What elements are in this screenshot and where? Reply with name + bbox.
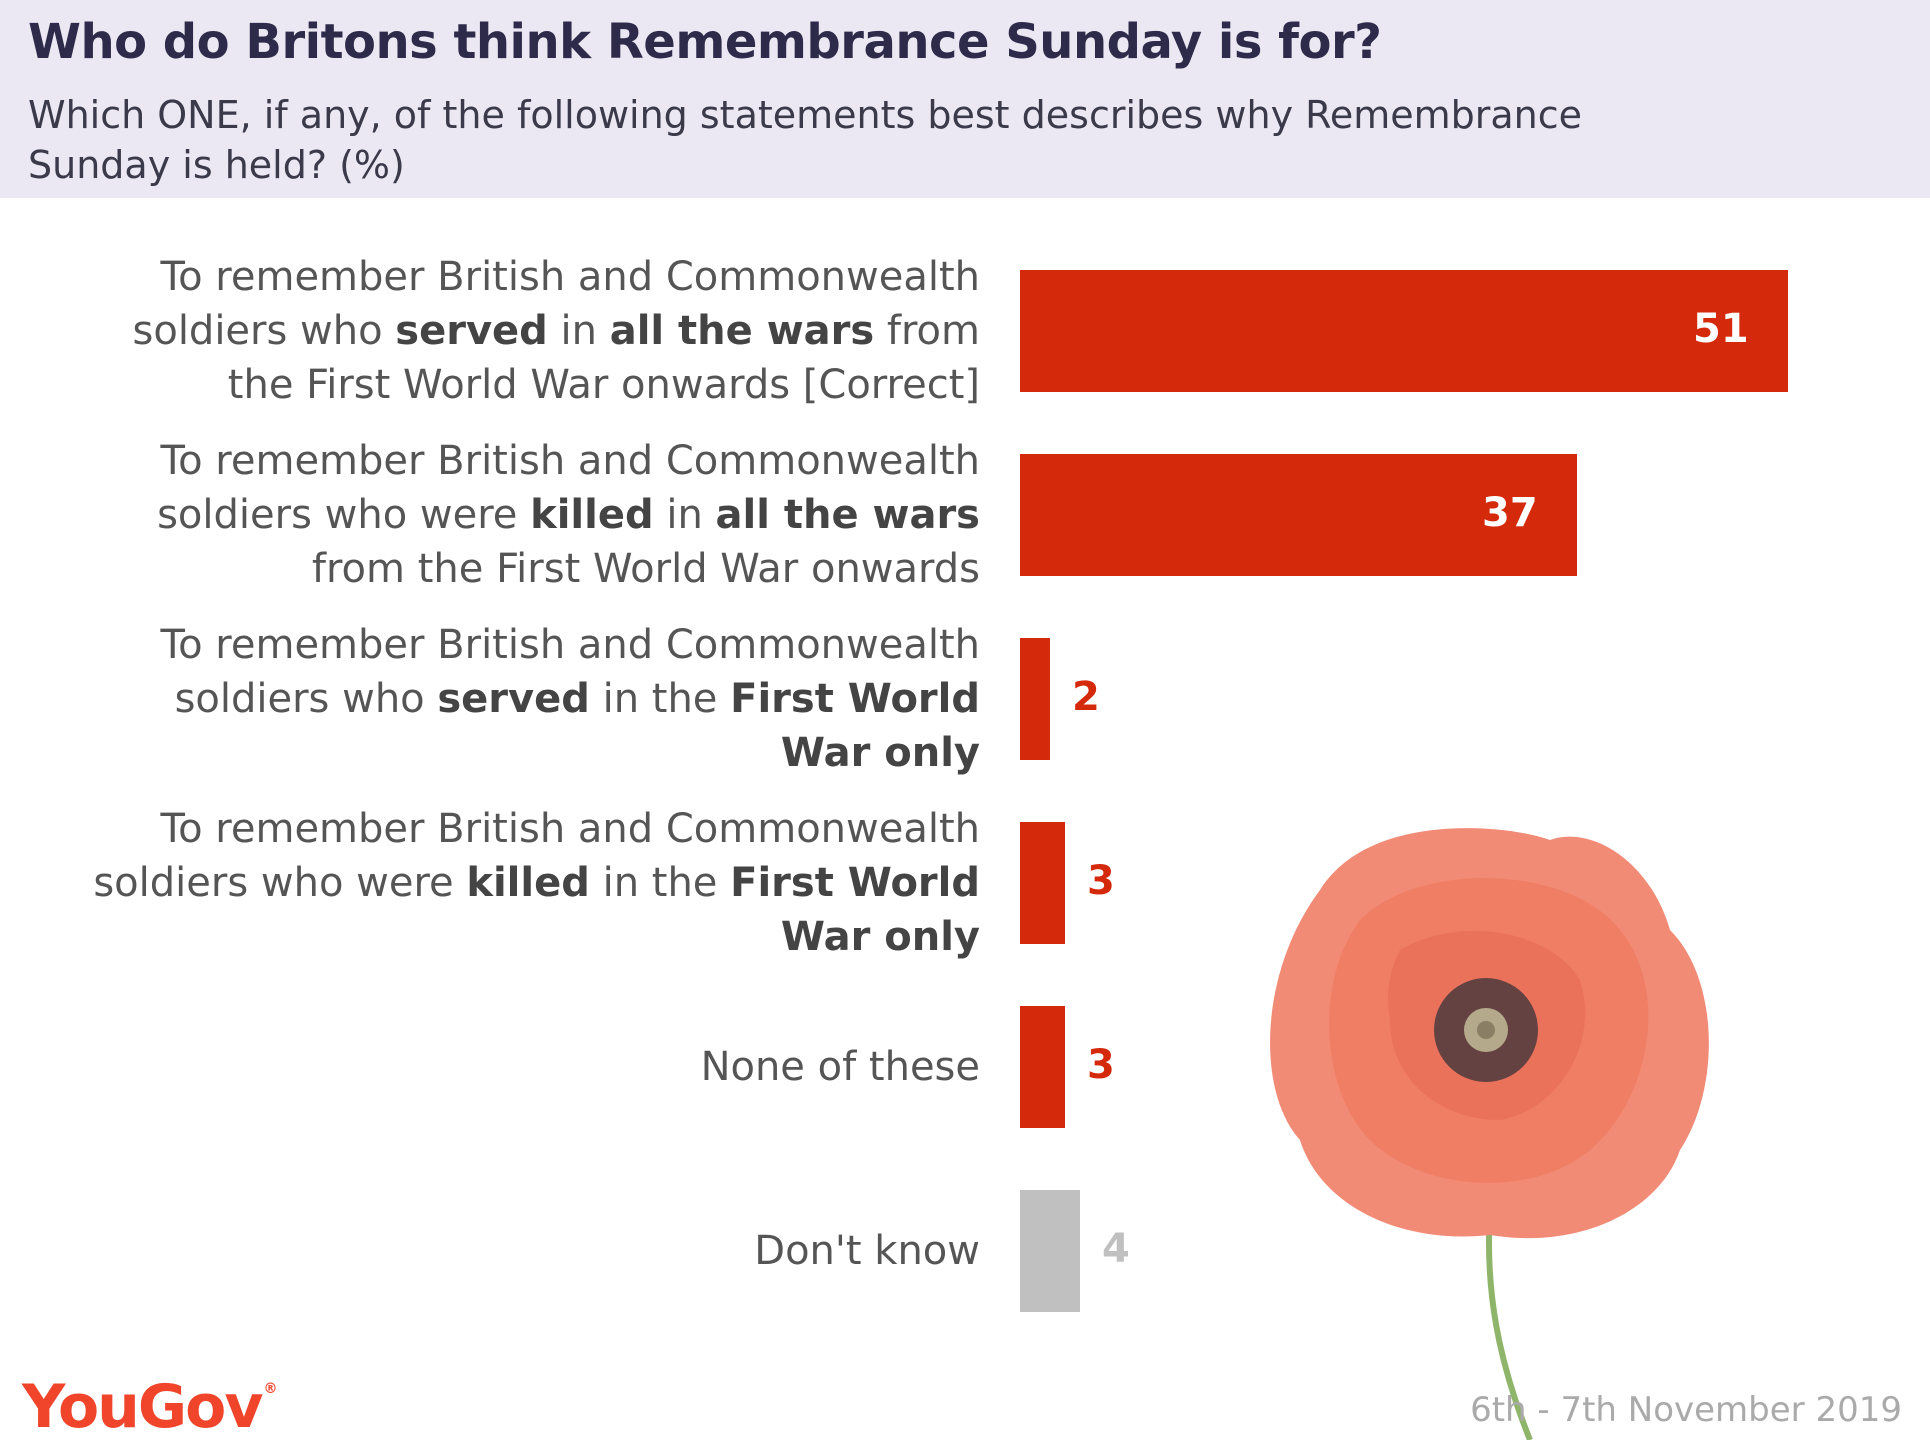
category-label-part: None of these <box>700 1044 980 1090</box>
category-label: To remember British and Commonwealth sol… <box>80 802 980 964</box>
chart-subtitle: Which ONE, if any, of the following stat… <box>28 93 1583 187</box>
category-label-part: To remember British and Commonwealth sol… <box>93 806 980 906</box>
survey-dates: 6th - 7th November 2019 <box>1470 1390 1902 1430</box>
category-label-part: from the First World War onwards [Correc… <box>227 308 980 408</box>
bar <box>1020 638 1050 760</box>
category-label-part: in the <box>589 860 731 906</box>
category-label-part: Don't know <box>754 1228 980 1274</box>
category-label-part: from the First World War onwards <box>311 546 980 592</box>
category-label-part: To remember British and Commonwealth sol… <box>157 438 980 538</box>
category-label-part: First World War only <box>730 676 980 776</box>
bar <box>1020 270 1788 392</box>
bar-value-label: 3 <box>1087 1042 1115 1088</box>
bar-value-label: 2 <box>1072 674 1100 720</box>
yougov-logo: YouGov ® <box>22 1372 278 1442</box>
category-label-part: in <box>653 492 716 538</box>
bar <box>1020 454 1577 576</box>
category-label-part: To remember British and Commonwealth sol… <box>132 254 981 354</box>
category-label-part: served <box>437 676 590 722</box>
poppy-flower-image <box>1270 828 1709 1440</box>
category-label-part: To remember British and Commonwealth sol… <box>160 622 980 722</box>
category-label-part: in <box>547 308 610 354</box>
bar <box>1020 1190 1080 1312</box>
header-band: Who do Britons think Remembrance Sunday … <box>0 0 1930 198</box>
category-label-part: First World War only <box>730 860 980 960</box>
category-label: None of these <box>80 1040 980 1094</box>
bar-value-label: 37 <box>1482 490 1538 536</box>
category-label-part: killed <box>466 860 590 906</box>
category-label-part: all the wars <box>609 308 875 354</box>
category-label: Don't know <box>80 1224 980 1278</box>
category-label-part: in the <box>589 676 731 722</box>
category-label: To remember British and Commonwealth sol… <box>80 618 980 780</box>
bar <box>1020 1006 1065 1128</box>
category-label-part: all the wars <box>715 492 980 538</box>
bar-value-label: 3 <box>1087 858 1115 904</box>
chart-title: Who do Britons think Remembrance Sunday … <box>28 14 1382 70</box>
bar-value-label: 4 <box>1102 1226 1130 1272</box>
bar <box>1020 822 1065 944</box>
category-label-part: served <box>395 308 548 354</box>
category-label-part: killed <box>530 492 654 538</box>
category-label: To remember British and Commonwealth sol… <box>80 434 980 596</box>
category-label: To remember British and Commonwealth sol… <box>80 250 981 412</box>
bar-value-label: 51 <box>1693 306 1749 352</box>
